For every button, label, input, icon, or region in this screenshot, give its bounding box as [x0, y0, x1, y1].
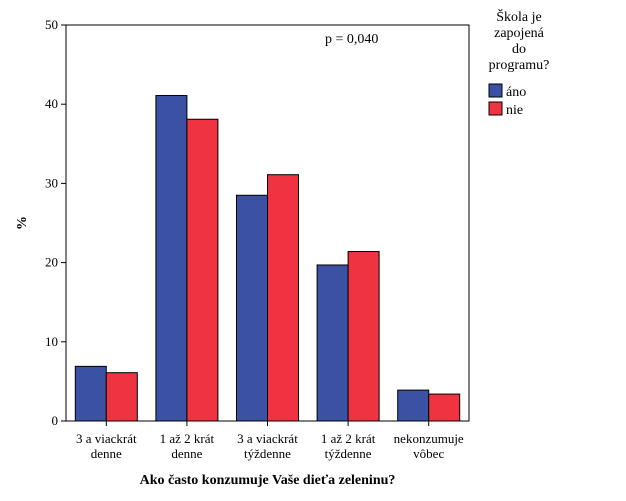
x-axis-title: Ako často konzumuje Vaše dieťa zeleninu? [140, 473, 396, 488]
y-tick-label: 30 [45, 175, 58, 190]
x-tick-label: denne [171, 446, 202, 461]
legend-title-line: programu? [489, 58, 550, 73]
x-tick-label: denne [91, 446, 122, 461]
x-tick-label: týždenne [244, 446, 291, 461]
p-value-annotation: p = 0,040 [325, 32, 378, 47]
legend-label-áno: áno [506, 85, 526, 100]
bar-nie-0 [105, 372, 138, 422]
x-tick-label: nekonzumuje [394, 431, 464, 446]
y-axis: 0 10 20 30 40 50 [45, 17, 66, 428]
bar-nie-1 [186, 118, 219, 422]
x-tick-label: 1 až 2 krát [321, 431, 376, 446]
legend-swatch-áno [488, 83, 503, 98]
legend-swatch-nie [488, 101, 503, 116]
x-tick-label: vôbec [413, 446, 444, 461]
bar-nie-4 [428, 393, 461, 422]
y-tick-label: 10 [45, 334, 58, 349]
x-tick-label: týždenne [325, 446, 372, 461]
legend-label-nie: nie [506, 103, 523, 118]
bar-áno-1 [155, 94, 188, 422]
x-tick-label: 3 a viackrát [76, 431, 137, 446]
bar-áno-3 [316, 264, 349, 422]
bar-nie-3 [347, 251, 380, 422]
y-tick-label: 40 [45, 96, 58, 111]
y-tick-label: 50 [45, 17, 58, 32]
legend-title-line: do [512, 42, 526, 57]
bar-áno-2 [236, 194, 268, 422]
legend-title-line: Škola je [496, 8, 542, 25]
x-tick-label: 1 až 2 krát [160, 431, 215, 446]
bars [74, 94, 461, 422]
bar-áno-4 [397, 389, 430, 422]
y-tick-label: 0 [52, 413, 59, 428]
y-axis-title: % [15, 216, 30, 230]
y-tick-label: 20 [45, 255, 58, 270]
bar-nie-2 [267, 174, 299, 422]
bar-áno-0 [74, 365, 107, 422]
legend-title-line: zapojená [494, 26, 545, 41]
x-tick-label: 3 a viackrát [237, 431, 298, 446]
